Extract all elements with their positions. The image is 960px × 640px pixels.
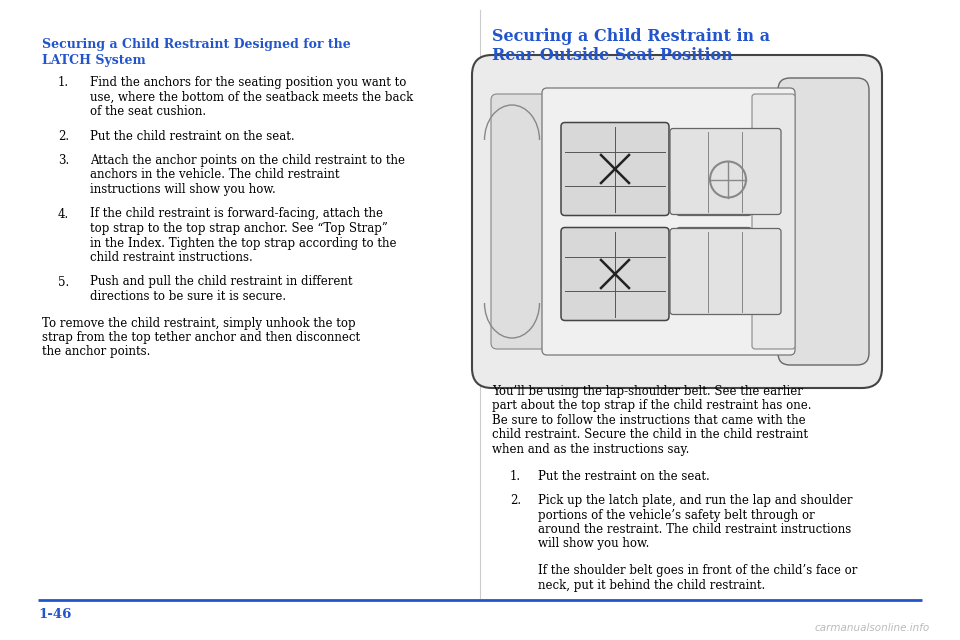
Text: LATCH System: LATCH System xyxy=(42,54,146,67)
FancyBboxPatch shape xyxy=(676,227,752,301)
Text: the anchor points.: the anchor points. xyxy=(42,346,151,358)
FancyBboxPatch shape xyxy=(491,94,558,349)
Text: 4.: 4. xyxy=(58,207,69,221)
Text: 2.: 2. xyxy=(58,129,69,143)
Text: Pick up the latch plate, and run the lap and shoulder: Pick up the latch plate, and run the lap… xyxy=(538,494,852,507)
FancyBboxPatch shape xyxy=(472,55,882,388)
Text: Be sure to follow the instructions that came with the: Be sure to follow the instructions that … xyxy=(492,414,805,427)
Text: Rear Outside Seat Position: Rear Outside Seat Position xyxy=(492,47,732,64)
Text: Securing a Child Restraint Designed for the: Securing a Child Restraint Designed for … xyxy=(42,38,350,51)
Text: To remove the child restraint, simply unhook the top: To remove the child restraint, simply un… xyxy=(42,317,355,330)
Text: anchors in the vehicle. The child restraint: anchors in the vehicle. The child restra… xyxy=(90,168,340,182)
FancyBboxPatch shape xyxy=(561,227,669,321)
Text: when and as the instructions say.: when and as the instructions say. xyxy=(492,443,689,456)
Text: Attach the anchor points on the child restraint to the: Attach the anchor points on the child re… xyxy=(90,154,405,167)
Text: child restraint. Secure the child in the child restraint: child restraint. Secure the child in the… xyxy=(492,429,808,442)
Text: around the restraint. The child restraint instructions: around the restraint. The child restrain… xyxy=(538,523,852,536)
Text: strap from the top tether anchor and then disconnect: strap from the top tether anchor and the… xyxy=(42,331,360,344)
Text: 1.: 1. xyxy=(510,470,521,483)
Text: portions of the vehicle’s safety belt through or: portions of the vehicle’s safety belt th… xyxy=(538,509,815,522)
Text: You’ll be using the lap-shoulder belt. See the earlier: You’ll be using the lap-shoulder belt. S… xyxy=(492,385,803,398)
Text: If the child restraint is forward-facing, attach the: If the child restraint is forward-facing… xyxy=(90,207,383,221)
Text: will show you how.: will show you how. xyxy=(538,538,649,550)
Text: of the seat cushion.: of the seat cushion. xyxy=(90,105,206,118)
Text: neck, put it behind the child restraint.: neck, put it behind the child restraint. xyxy=(538,579,765,591)
FancyBboxPatch shape xyxy=(670,129,781,214)
Text: instructions will show you how.: instructions will show you how. xyxy=(90,183,276,196)
FancyBboxPatch shape xyxy=(670,228,781,314)
FancyBboxPatch shape xyxy=(778,78,869,365)
FancyBboxPatch shape xyxy=(542,88,795,355)
Text: child restraint instructions.: child restraint instructions. xyxy=(90,251,252,264)
Text: directions to be sure it is secure.: directions to be sure it is secure. xyxy=(90,290,286,303)
Text: If the shoulder belt goes in front of the child’s face or: If the shoulder belt goes in front of th… xyxy=(538,564,857,577)
FancyBboxPatch shape xyxy=(752,94,795,349)
Text: 2.: 2. xyxy=(510,494,521,507)
Text: top strap to the top strap anchor. See “Top Strap”: top strap to the top strap anchor. See “… xyxy=(90,222,388,235)
FancyBboxPatch shape xyxy=(676,143,752,216)
Text: Push and pull the child restraint in different: Push and pull the child restraint in dif… xyxy=(90,275,352,289)
Text: 5.: 5. xyxy=(58,275,69,289)
Text: in the Index. Tighten the top strap according to the: in the Index. Tighten the top strap acco… xyxy=(90,237,396,250)
Text: Securing a Child Restraint in a: Securing a Child Restraint in a xyxy=(492,28,770,45)
Text: 1.: 1. xyxy=(58,76,69,89)
Text: 3.: 3. xyxy=(58,154,69,167)
Text: Find the anchors for the seating position you want to: Find the anchors for the seating positio… xyxy=(90,76,406,89)
FancyBboxPatch shape xyxy=(561,122,669,216)
Text: Put the restraint on the seat.: Put the restraint on the seat. xyxy=(538,470,709,483)
Text: Put the child restraint on the seat.: Put the child restraint on the seat. xyxy=(90,129,295,143)
Text: part about the top strap if the child restraint has one.: part about the top strap if the child re… xyxy=(492,399,811,413)
Text: carmanualsonline.info: carmanualsonline.info xyxy=(815,623,930,633)
Text: 1-46: 1-46 xyxy=(38,609,71,621)
Text: use, where the bottom of the seatback meets the back: use, where the bottom of the seatback me… xyxy=(90,90,413,104)
